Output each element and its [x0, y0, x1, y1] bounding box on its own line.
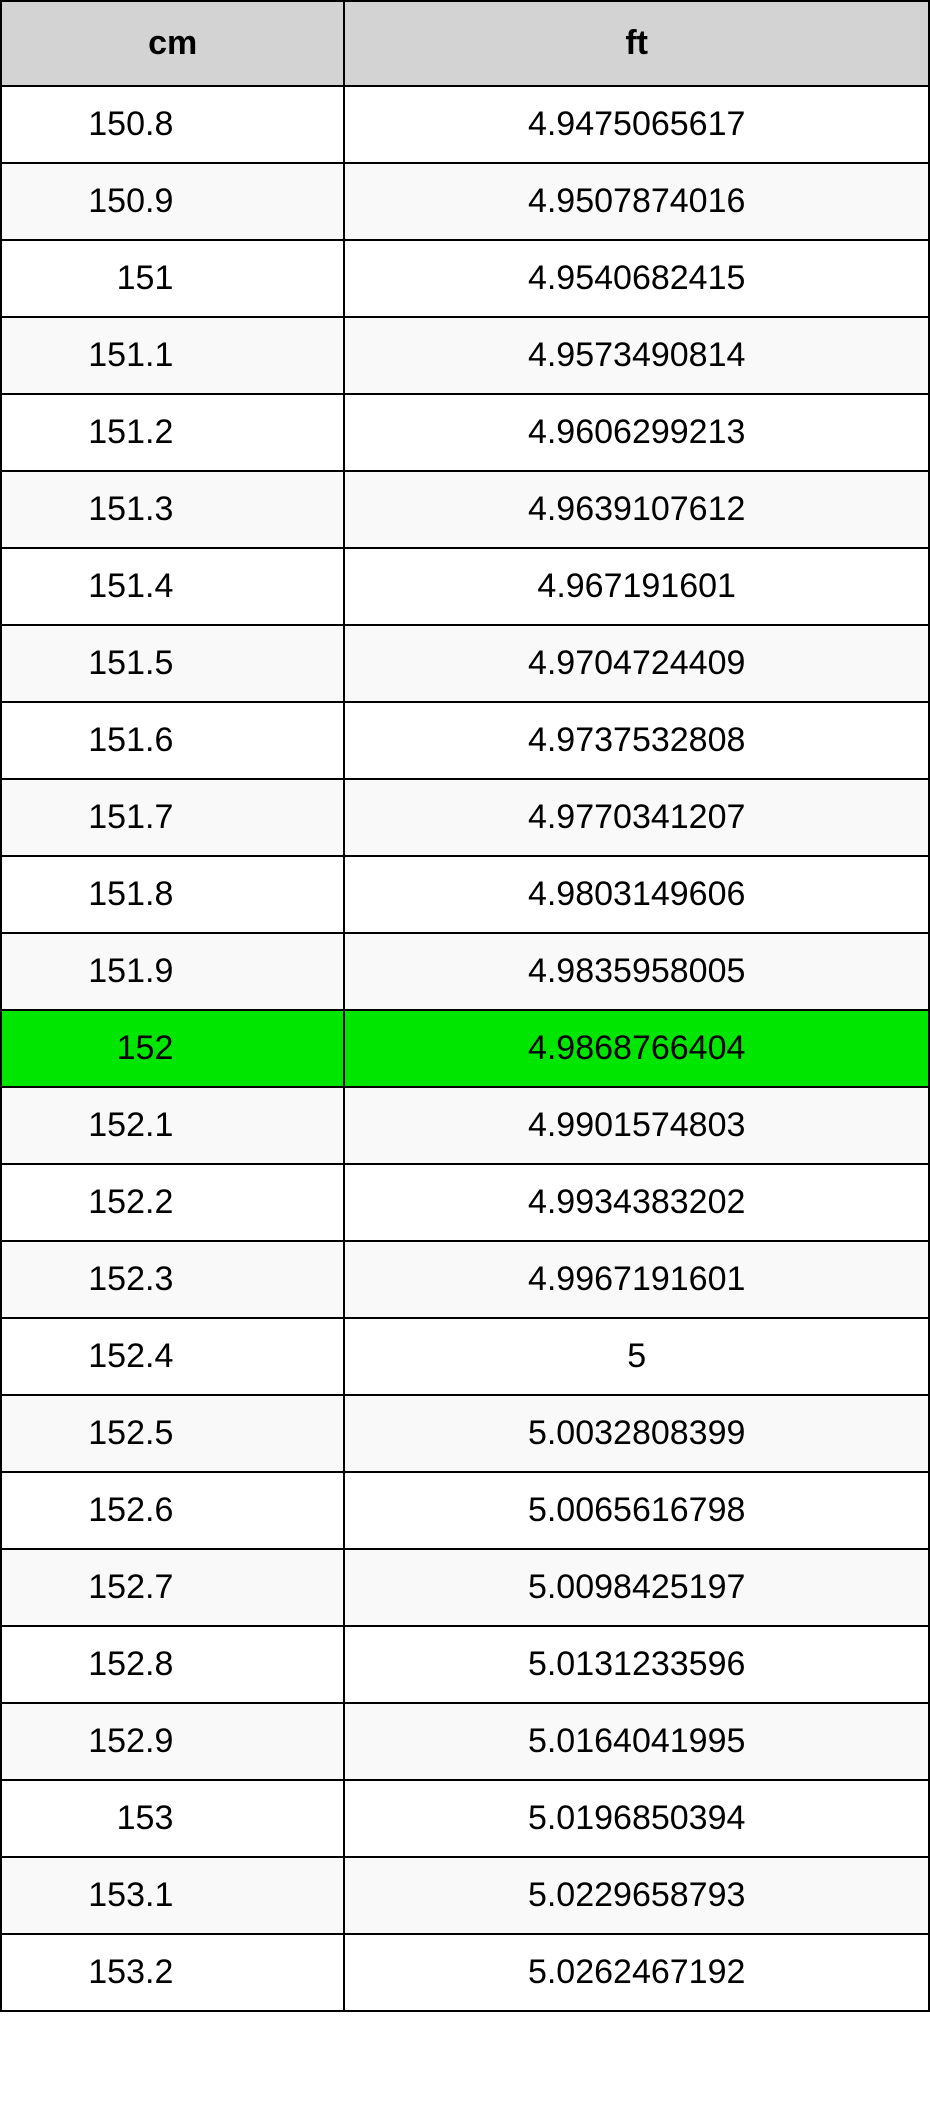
cell-ft: 4.9475065617	[344, 86, 929, 163]
table-row: 152.95.0164041995	[1, 1703, 929, 1780]
cell-cm: 151.3	[1, 471, 344, 548]
table-row: 150.84.9475065617	[1, 86, 929, 163]
cell-cm: 153.1	[1, 1857, 344, 1934]
cell-cm: 152	[1, 1010, 344, 1087]
table-row: 1514.9540682415	[1, 240, 929, 317]
cell-ft: 4.9934383202	[344, 1164, 929, 1241]
cell-cm: 152.5	[1, 1395, 344, 1472]
cell-ft: 4.9901574803	[344, 1087, 929, 1164]
cell-ft: 4.9770341207	[344, 779, 929, 856]
cell-cm: 151.1	[1, 317, 344, 394]
table-row: 151.44.967191601	[1, 548, 929, 625]
table-row: 1524.9868766404	[1, 1010, 929, 1087]
cell-ft: 5.0196850394	[344, 1780, 929, 1857]
table-row: 151.14.9573490814	[1, 317, 929, 394]
table-row: 152.65.0065616798	[1, 1472, 929, 1549]
table-row: 151.54.9704724409	[1, 625, 929, 702]
table-row: 151.94.9835958005	[1, 933, 929, 1010]
cell-ft: 5.0164041995	[344, 1703, 929, 1780]
table-row: 150.94.9507874016	[1, 163, 929, 240]
table-row: 151.74.9770341207	[1, 779, 929, 856]
cell-ft: 4.9737532808	[344, 702, 929, 779]
cell-cm: 151.9	[1, 933, 344, 1010]
cell-ft: 4.9540682415	[344, 240, 929, 317]
table-row: 153.15.0229658793	[1, 1857, 929, 1934]
cell-ft: 4.9868766404	[344, 1010, 929, 1087]
cell-cm: 152.2	[1, 1164, 344, 1241]
table-row: 152.85.0131233596	[1, 1626, 929, 1703]
cell-cm: 151.8	[1, 856, 344, 933]
cell-cm: 152.3	[1, 1241, 344, 1318]
cell-cm: 151.4	[1, 548, 344, 625]
cell-ft: 4.9606299213	[344, 394, 929, 471]
cell-ft: 4.9573490814	[344, 317, 929, 394]
cell-cm: 151.6	[1, 702, 344, 779]
table-row: 151.84.9803149606	[1, 856, 929, 933]
cell-ft: 5	[344, 1318, 929, 1395]
cell-ft: 4.9835958005	[344, 933, 929, 1010]
cell-cm: 152.8	[1, 1626, 344, 1703]
cell-ft: 5.0131233596	[344, 1626, 929, 1703]
cell-ft: 5.0032808399	[344, 1395, 929, 1472]
cell-cm: 153.2	[1, 1934, 344, 2011]
cell-ft: 5.0229658793	[344, 1857, 929, 1934]
cell-cm: 153	[1, 1780, 344, 1857]
header-cm: cm	[1, 1, 344, 86]
cell-cm: 150.9	[1, 163, 344, 240]
cell-cm: 152.4	[1, 1318, 344, 1395]
cell-cm: 152.7	[1, 1549, 344, 1626]
cell-cm: 150.8	[1, 86, 344, 163]
cell-ft: 4.9967191601	[344, 1241, 929, 1318]
conversion-table: cm ft 150.84.9475065617150.94.9507874016…	[0, 0, 930, 2012]
cell-ft: 4.9803149606	[344, 856, 929, 933]
table-row: 152.55.0032808399	[1, 1395, 929, 1472]
cell-ft: 4.9507874016	[344, 163, 929, 240]
table-row: 1535.0196850394	[1, 1780, 929, 1857]
table-header-row: cm ft	[1, 1, 929, 86]
table-row: 152.24.9934383202	[1, 1164, 929, 1241]
table-row: 151.34.9639107612	[1, 471, 929, 548]
cell-ft: 5.0262467192	[344, 1934, 929, 2011]
cell-ft: 5.0098425197	[344, 1549, 929, 1626]
cell-ft: 4.9704724409	[344, 625, 929, 702]
table-row: 151.24.9606299213	[1, 394, 929, 471]
table-row: 152.14.9901574803	[1, 1087, 929, 1164]
table-row: 152.75.0098425197	[1, 1549, 929, 1626]
cell-cm: 151.5	[1, 625, 344, 702]
cell-cm: 151.7	[1, 779, 344, 856]
cell-ft: 4.967191601	[344, 548, 929, 625]
table-row: 152.45	[1, 1318, 929, 1395]
cell-cm: 152.1	[1, 1087, 344, 1164]
table-row: 151.64.9737532808	[1, 702, 929, 779]
header-ft: ft	[344, 1, 929, 86]
table-row: 152.34.9967191601	[1, 1241, 929, 1318]
cell-cm: 151.2	[1, 394, 344, 471]
cell-ft: 4.9639107612	[344, 471, 929, 548]
cell-cm: 151	[1, 240, 344, 317]
cell-ft: 5.0065616798	[344, 1472, 929, 1549]
cell-cm: 152.9	[1, 1703, 344, 1780]
cell-cm: 152.6	[1, 1472, 344, 1549]
table-row: 153.25.0262467192	[1, 1934, 929, 2011]
